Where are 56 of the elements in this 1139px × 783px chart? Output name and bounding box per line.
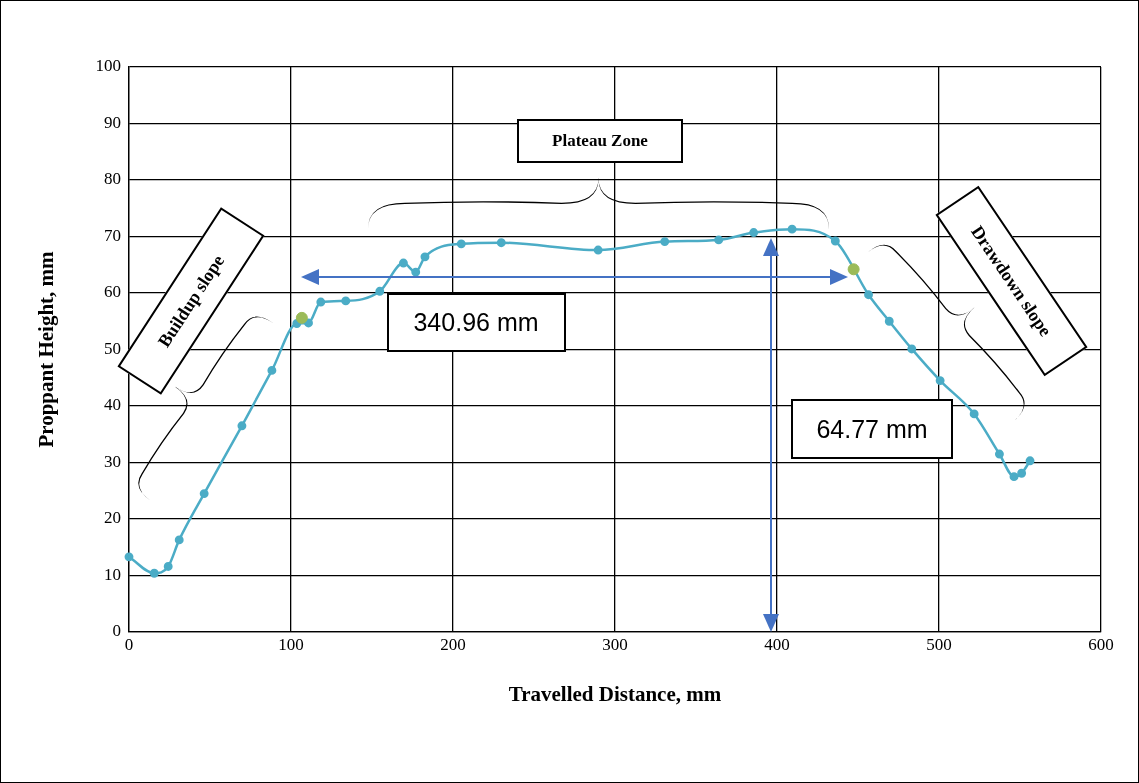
point [174, 535, 184, 545]
point [163, 562, 173, 571]
point [969, 409, 979, 419]
x-tick-label: 500 [926, 634, 952, 654]
y-tick-label: 0 [112, 621, 121, 641]
y-tick-label: 10 [104, 564, 121, 584]
point [237, 421, 247, 431]
point [304, 318, 313, 328]
point [714, 235, 724, 245]
label-box: 340.96 mm [386, 292, 566, 352]
label-box: Plateau Zone [517, 119, 683, 163]
point [593, 245, 603, 255]
point [411, 267, 421, 277]
annotation: 340.96 mm [413, 307, 539, 337]
x-tick-label: 0 [124, 634, 134, 654]
annotation: 64.77 mm [816, 414, 928, 444]
x-tick-label: 300 [602, 634, 628, 654]
point [295, 311, 308, 324]
point [847, 263, 860, 276]
y-tick-label: 40 [104, 395, 121, 415]
point [398, 258, 408, 268]
point [341, 296, 351, 306]
point [1009, 472, 1019, 482]
x-tick-label: 400 [764, 634, 790, 654]
y-tick-label: 90 [104, 112, 121, 132]
point [1025, 456, 1035, 466]
point [1017, 468, 1027, 478]
x-tick-label: 200 [440, 634, 466, 654]
point [456, 239, 466, 249]
point [267, 365, 277, 375]
y-tick-label: 80 [104, 169, 121, 189]
point [907, 344, 917, 354]
x-tick-label: 100 [278, 634, 304, 654]
point [935, 376, 945, 386]
point [994, 449, 1004, 459]
point [884, 316, 894, 326]
label-box: 64.77 mm [791, 399, 953, 459]
y-tick-label: 100 [95, 56, 121, 76]
point [149, 568, 159, 578]
point [830, 236, 840, 246]
point [749, 228, 759, 237]
x-axis-title: Travelled Distance, mm [508, 681, 722, 706]
point [316, 297, 326, 307]
y-tick-label: 30 [104, 451, 121, 471]
y-tick-label: 20 [104, 508, 121, 528]
point [864, 290, 873, 300]
annotation: Plateau Zone [552, 131, 648, 151]
point [124, 552, 134, 562]
x-tick-label: 600 [1088, 634, 1114, 654]
point [660, 237, 670, 247]
point [375, 286, 385, 296]
point [199, 489, 209, 499]
point [496, 238, 506, 248]
y-axis-title: Proppant Height, mm [34, 250, 59, 448]
point [420, 252, 430, 262]
point [787, 224, 797, 234]
